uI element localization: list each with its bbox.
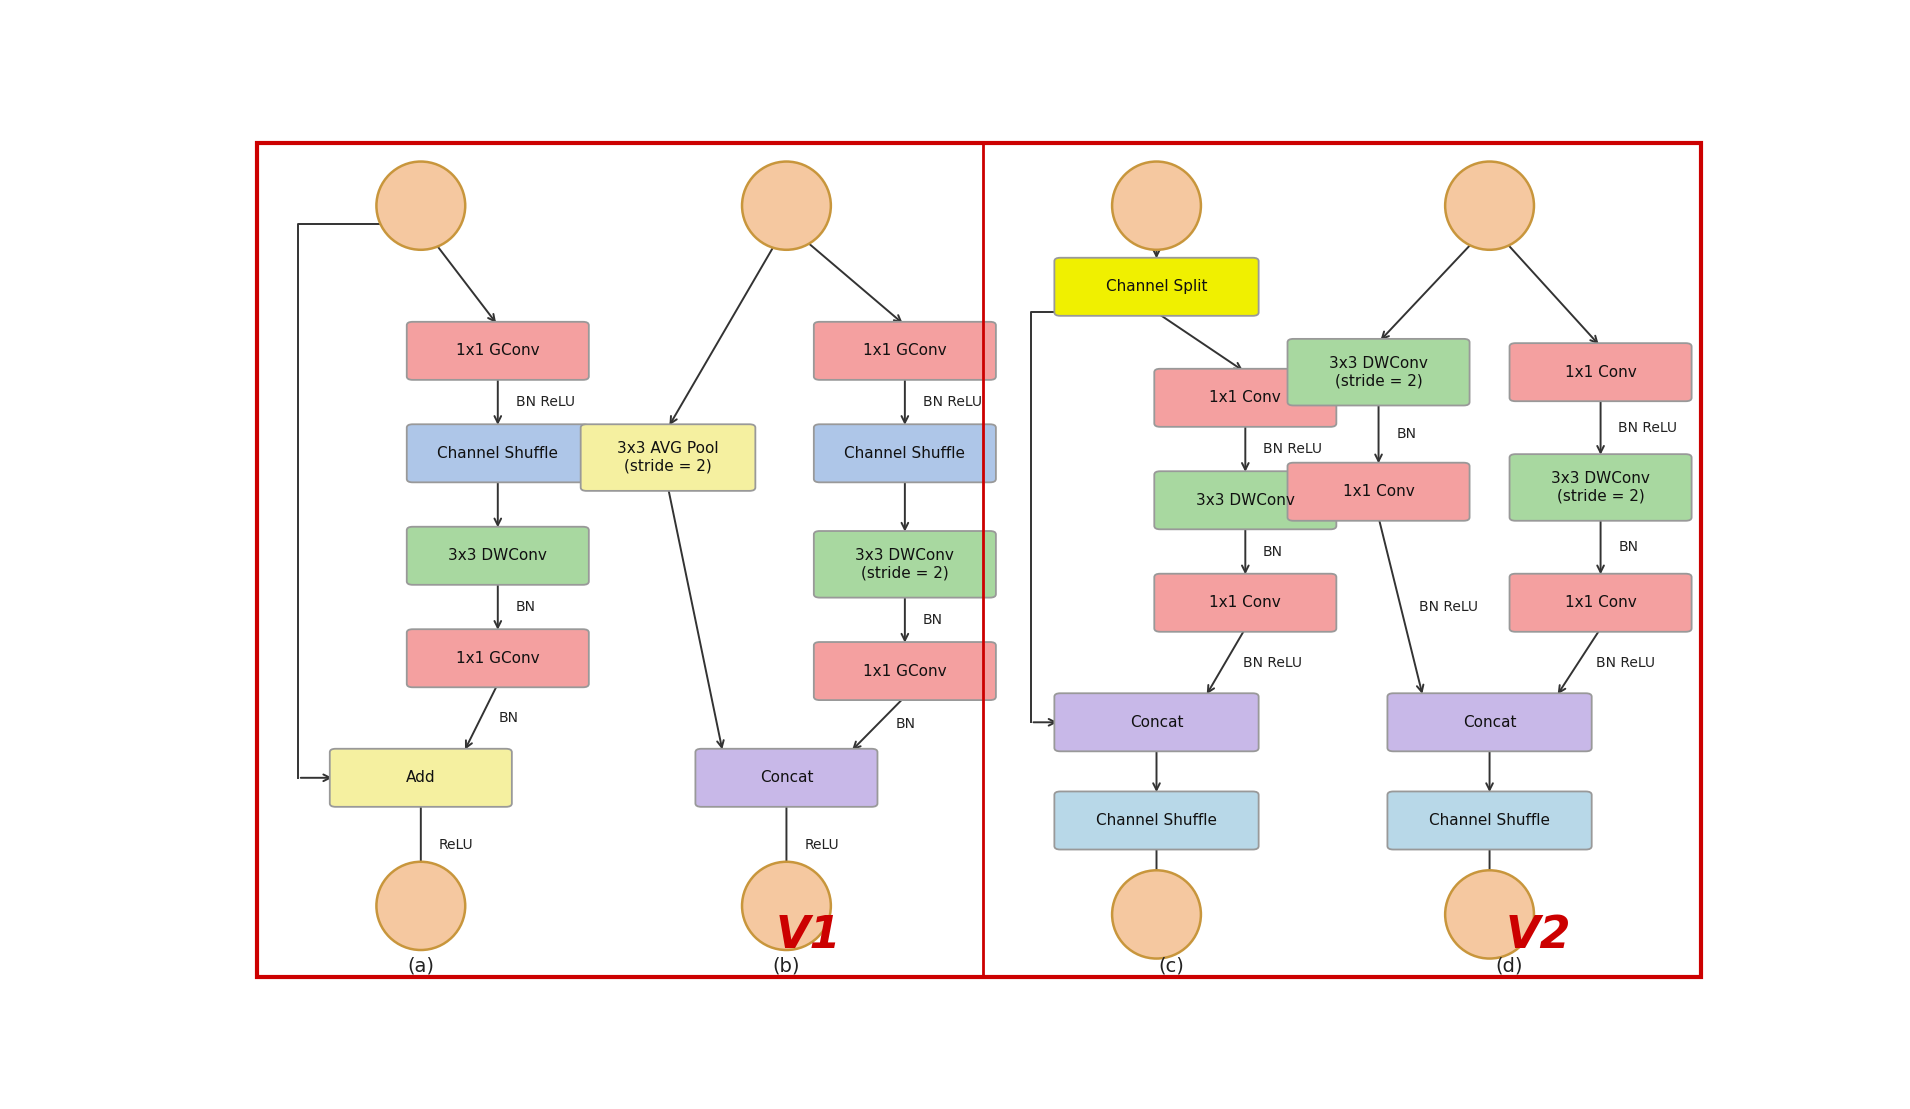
Ellipse shape	[1446, 871, 1534, 958]
Text: 3x3 DWConv
(stride = 2): 3x3 DWConv (stride = 2)	[856, 548, 955, 580]
FancyBboxPatch shape	[695, 749, 877, 807]
Text: Channel Shuffle: Channel Shuffle	[1096, 813, 1217, 828]
Text: 3x3 DWConv: 3x3 DWConv	[449, 548, 548, 563]
Ellipse shape	[376, 162, 466, 250]
FancyBboxPatch shape	[1509, 573, 1692, 632]
Text: V2: V2	[1505, 914, 1572, 957]
Text: Channel Shuffle: Channel Shuffle	[844, 446, 965, 461]
Text: Channel Shuffle: Channel Shuffle	[437, 446, 558, 461]
FancyBboxPatch shape	[1387, 792, 1591, 849]
Text: 1x1 GConv: 1x1 GConv	[863, 344, 947, 358]
Text: BN: BN	[1263, 545, 1284, 559]
Text: BN: BN	[516, 600, 535, 614]
Text: BN ReLU: BN ReLU	[1419, 600, 1478, 614]
FancyBboxPatch shape	[407, 629, 588, 688]
Text: BN: BN	[923, 613, 944, 627]
FancyBboxPatch shape	[1054, 693, 1259, 751]
FancyBboxPatch shape	[407, 425, 588, 482]
FancyBboxPatch shape	[1054, 792, 1259, 849]
Text: BN ReLU: BN ReLU	[516, 395, 575, 409]
Text: 1x1 GConv: 1x1 GConv	[456, 344, 541, 358]
Text: 1x1 Conv: 1x1 Conv	[1564, 365, 1637, 379]
FancyBboxPatch shape	[1154, 369, 1337, 427]
FancyBboxPatch shape	[814, 531, 995, 598]
Ellipse shape	[376, 862, 466, 950]
FancyBboxPatch shape	[1509, 343, 1692, 401]
Text: Channel Split: Channel Split	[1106, 279, 1207, 294]
Text: BN ReLU: BN ReLU	[1597, 655, 1656, 670]
Ellipse shape	[741, 162, 831, 250]
FancyBboxPatch shape	[814, 322, 995, 380]
Text: BN ReLU: BN ReLU	[1263, 442, 1322, 456]
Text: BN ReLU: BN ReLU	[1618, 420, 1677, 435]
FancyBboxPatch shape	[330, 749, 512, 807]
Text: 1x1 Conv: 1x1 Conv	[1209, 596, 1282, 610]
Text: BN: BN	[499, 711, 518, 725]
Text: 1x1 Conv: 1x1 Conv	[1209, 390, 1282, 405]
Text: BN: BN	[1396, 427, 1417, 441]
FancyBboxPatch shape	[1154, 573, 1337, 632]
Text: ReLU: ReLU	[439, 838, 474, 852]
Text: 3x3 DWConv
(stride = 2): 3x3 DWConv (stride = 2)	[1551, 471, 1650, 503]
Text: 1x1 GConv: 1x1 GConv	[863, 663, 947, 679]
Text: BN: BN	[896, 718, 915, 732]
Text: BN ReLU: BN ReLU	[1243, 655, 1303, 670]
FancyBboxPatch shape	[1509, 455, 1692, 521]
Text: 1x1 Conv: 1x1 Conv	[1343, 485, 1415, 499]
Text: Concat: Concat	[1129, 715, 1184, 730]
Text: (c): (c)	[1157, 956, 1184, 975]
FancyBboxPatch shape	[1154, 471, 1337, 529]
FancyBboxPatch shape	[407, 527, 588, 584]
Text: Add: Add	[407, 771, 435, 785]
Ellipse shape	[1112, 162, 1201, 250]
FancyBboxPatch shape	[814, 642, 995, 700]
Text: 1x1 Conv: 1x1 Conv	[1564, 596, 1637, 610]
FancyBboxPatch shape	[1054, 257, 1259, 316]
Text: (a): (a)	[407, 956, 434, 975]
Text: (b): (b)	[774, 956, 800, 975]
FancyBboxPatch shape	[407, 322, 588, 380]
Ellipse shape	[741, 862, 831, 950]
Text: Concat: Concat	[1463, 715, 1517, 730]
Text: 3x3 AVG Pool
(stride = 2): 3x3 AVG Pool (stride = 2)	[617, 441, 718, 474]
FancyBboxPatch shape	[581, 425, 754, 491]
Text: 1x1 GConv: 1x1 GConv	[456, 651, 541, 665]
FancyBboxPatch shape	[1287, 462, 1469, 521]
Text: Concat: Concat	[760, 771, 814, 785]
Text: BN ReLU: BN ReLU	[923, 395, 982, 409]
FancyBboxPatch shape	[1287, 339, 1469, 406]
Text: 3x3 DWConv: 3x3 DWConv	[1196, 492, 1295, 508]
FancyBboxPatch shape	[1387, 693, 1591, 751]
Text: Channel Shuffle: Channel Shuffle	[1429, 813, 1551, 828]
Text: 3x3 DWConv
(stride = 2): 3x3 DWConv (stride = 2)	[1329, 356, 1429, 388]
Ellipse shape	[1112, 871, 1201, 958]
Text: ReLU: ReLU	[804, 838, 838, 852]
Text: (d): (d)	[1496, 956, 1522, 975]
Text: V1: V1	[775, 914, 842, 957]
Text: BN: BN	[1618, 540, 1639, 554]
FancyBboxPatch shape	[814, 425, 995, 482]
Ellipse shape	[1446, 162, 1534, 250]
